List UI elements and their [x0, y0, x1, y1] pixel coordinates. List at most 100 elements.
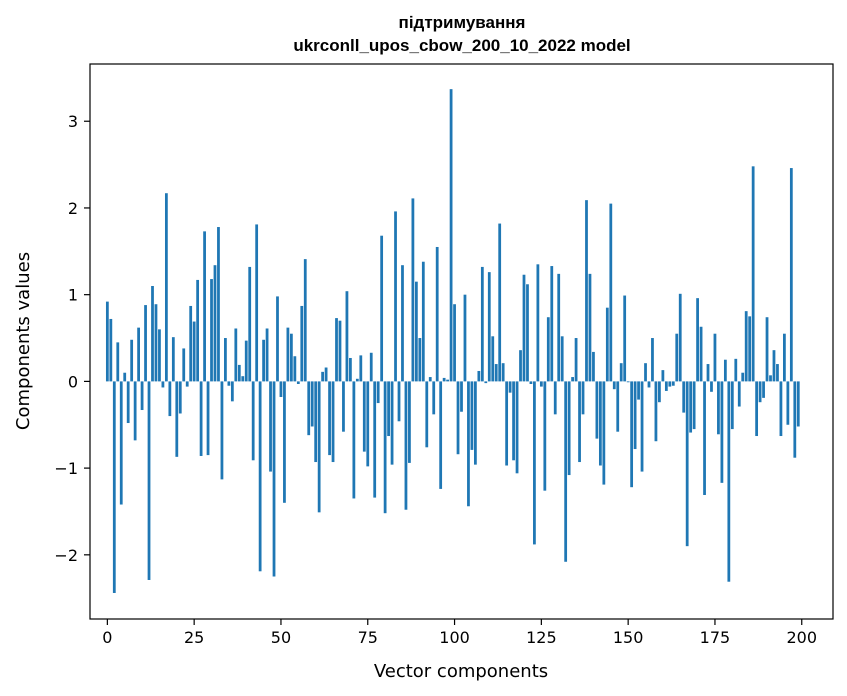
bar — [362, 381, 366, 452]
bar — [269, 381, 272, 472]
chart-title-line-1: підтримування — [399, 13, 526, 32]
x-tick-label: 0 — [102, 628, 112, 647]
bar — [651, 338, 654, 382]
bar — [678, 293, 682, 382]
bar — [272, 381, 276, 577]
bar — [338, 320, 342, 382]
bar — [720, 381, 724, 483]
bar — [623, 295, 627, 382]
bar — [293, 356, 297, 382]
bar — [609, 203, 613, 382]
bar — [727, 381, 731, 582]
bar — [133, 381, 137, 441]
bar — [335, 318, 338, 382]
bar — [265, 328, 269, 382]
bar — [557, 273, 561, 382]
bar — [595, 381, 599, 439]
bar — [439, 381, 443, 489]
bar — [380, 235, 384, 382]
bar — [640, 381, 644, 472]
bar — [137, 327, 140, 382]
bar — [789, 168, 793, 382]
bar — [119, 381, 123, 505]
bar — [762, 381, 765, 398]
bar — [369, 352, 373, 382]
bar — [616, 381, 620, 432]
bar — [585, 200, 588, 382]
bar — [123, 372, 127, 382]
bar — [533, 381, 536, 545]
bar — [515, 381, 519, 474]
bar — [505, 381, 509, 466]
y-tick-label: −1 — [54, 459, 78, 478]
bar — [404, 381, 408, 510]
bar — [418, 338, 422, 382]
bar — [748, 316, 752, 382]
bar — [744, 311, 748, 382]
bar — [317, 381, 321, 513]
bar — [685, 381, 689, 547]
bar — [154, 304, 158, 382]
bar — [484, 381, 488, 384]
bar — [234, 328, 238, 382]
bar — [543, 381, 547, 491]
bar — [772, 350, 776, 382]
bar — [487, 272, 491, 382]
bar — [220, 381, 224, 480]
bar — [224, 338, 227, 382]
bar — [633, 381, 637, 450]
bar — [331, 381, 335, 463]
x-tick-label: 50 — [271, 628, 291, 647]
bar — [658, 381, 661, 403]
bar — [734, 358, 738, 382]
bar — [647, 381, 651, 388]
bar — [178, 381, 182, 414]
x-tick-label: 175 — [700, 628, 731, 647]
bar-series — [105, 89, 800, 593]
bar — [668, 381, 672, 387]
bar — [213, 265, 217, 382]
bar — [324, 367, 328, 382]
bar — [359, 355, 363, 382]
bar — [251, 381, 255, 461]
bar — [210, 279, 213, 382]
bar — [644, 363, 647, 382]
bar — [592, 351, 595, 382]
bar — [751, 166, 755, 382]
bar — [109, 318, 113, 382]
bar — [546, 317, 550, 382]
bar — [467, 381, 470, 507]
bar — [664, 381, 668, 391]
bar — [675, 333, 679, 382]
bar — [303, 259, 307, 382]
x-tick-label: 125 — [526, 628, 557, 647]
bar — [203, 231, 206, 382]
bar — [147, 381, 151, 580]
bar — [383, 381, 387, 514]
bar — [192, 321, 196, 382]
bar — [671, 381, 675, 386]
bar — [366, 381, 370, 467]
bar — [737, 381, 741, 407]
bar — [394, 211, 397, 382]
bar — [411, 198, 415, 382]
bar — [283, 381, 286, 503]
bar — [241, 376, 245, 382]
bar — [237, 364, 241, 382]
bar — [564, 381, 568, 562]
bar — [550, 266, 554, 382]
bar — [474, 381, 477, 465]
bar — [783, 333, 786, 382]
bar — [779, 381, 783, 437]
bar — [390, 381, 394, 465]
x-axis-label: Vector components — [374, 661, 548, 682]
y-axis-ticks: −2 −1 0 1 2 3 — [54, 112, 90, 565]
bar — [307, 381, 311, 436]
bar — [786, 381, 790, 425]
bar — [574, 338, 578, 382]
bar — [161, 381, 165, 388]
bar — [588, 273, 592, 382]
bar — [581, 381, 585, 415]
bar — [258, 381, 262, 572]
bar — [619, 363, 623, 382]
